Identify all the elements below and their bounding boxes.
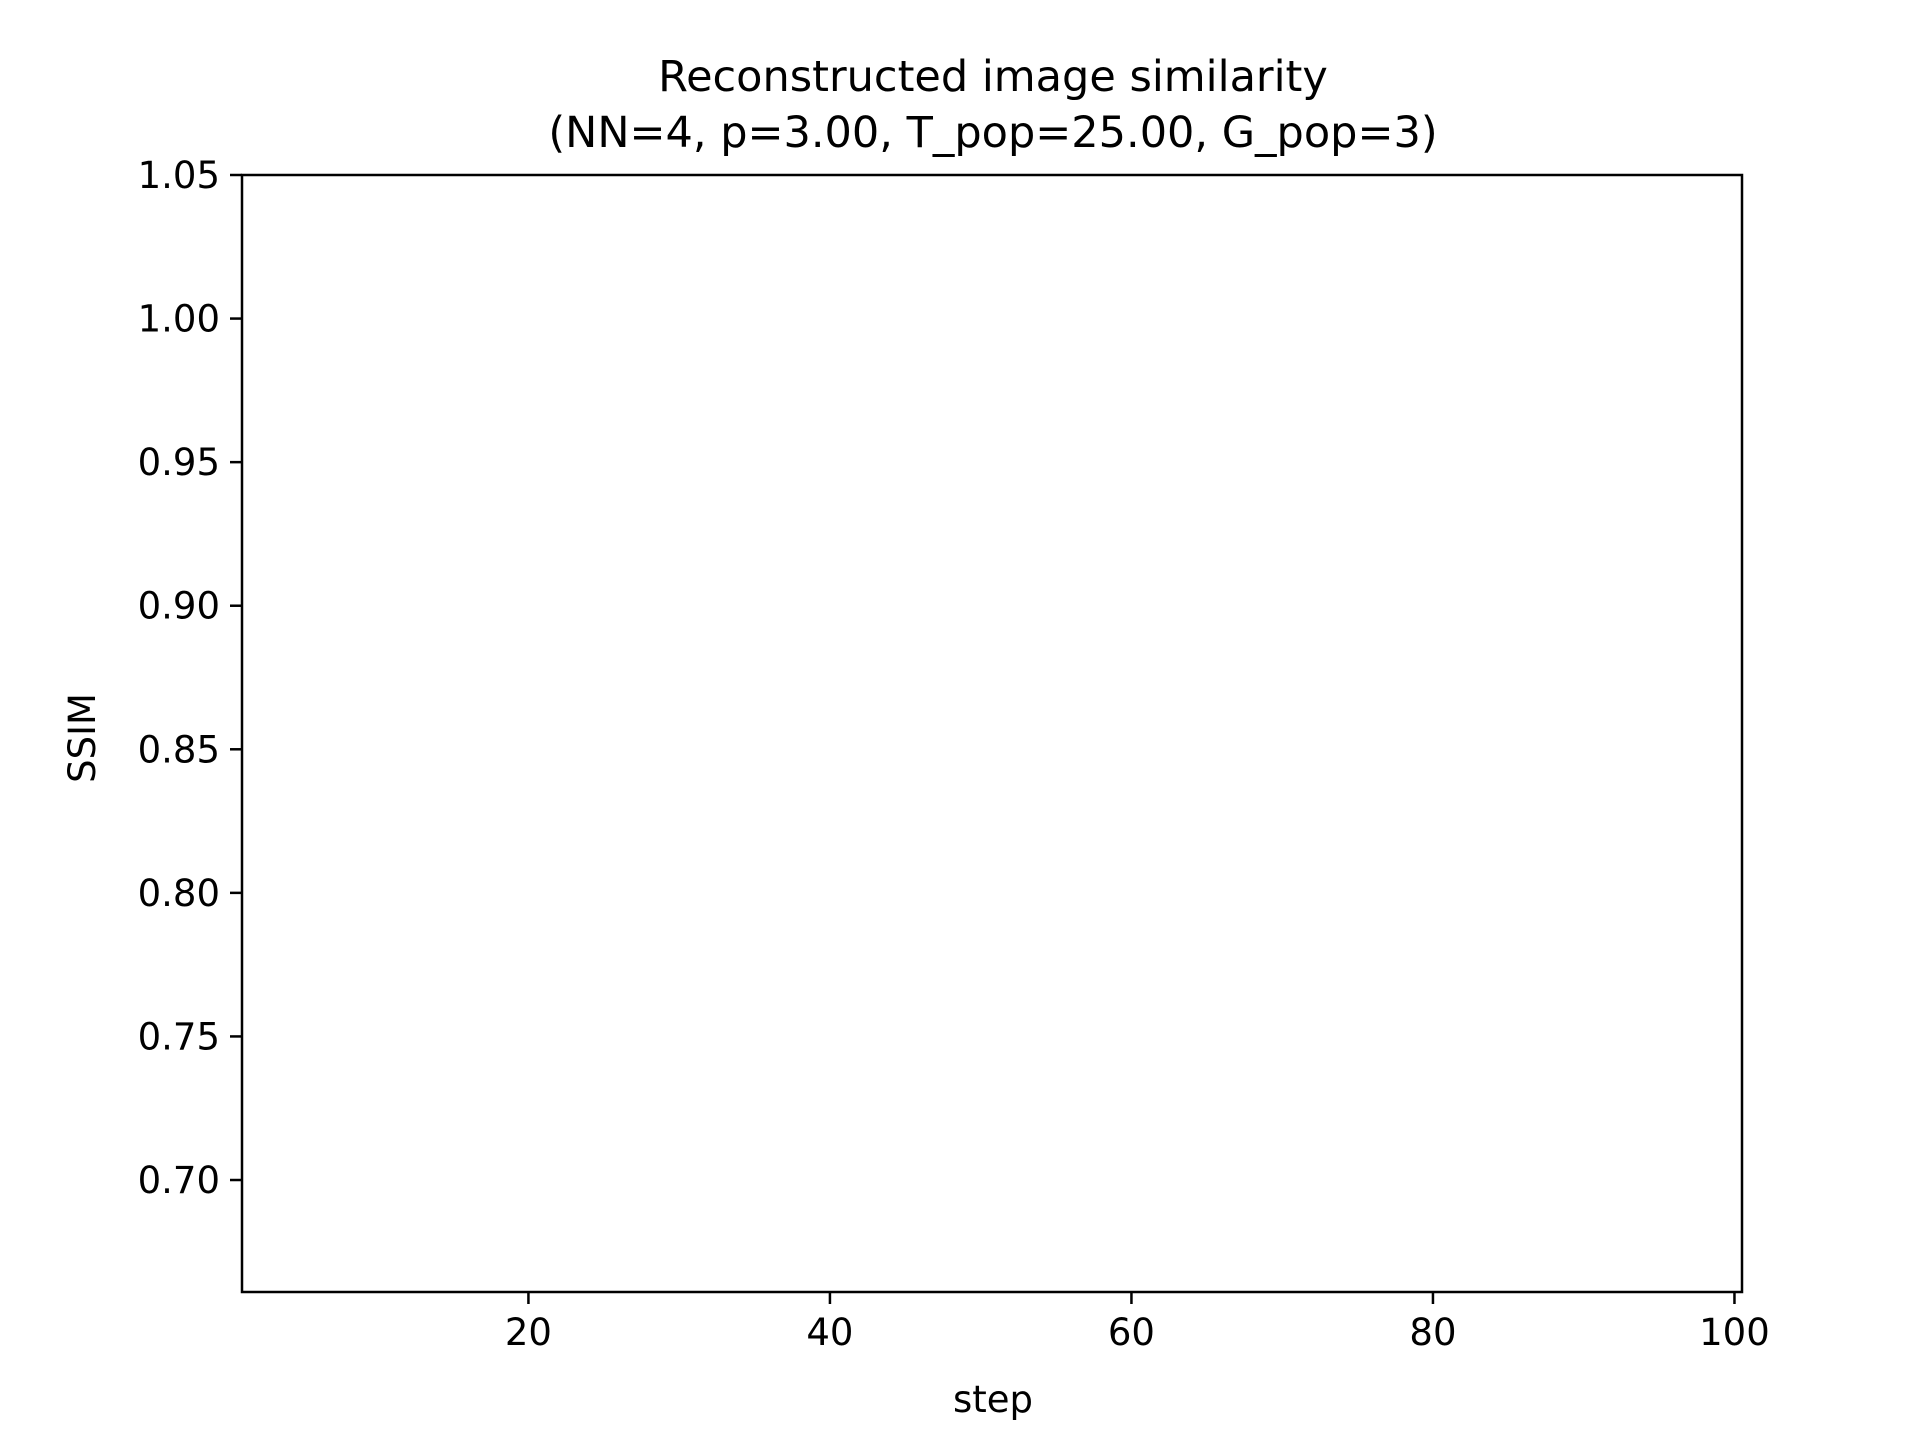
x-tick-label: 100 [1699,1311,1770,1354]
x-axis-ticks: 20 40 60 80 100 [505,1292,1770,1354]
y-tick-label: 0.70 [138,1159,220,1202]
y-tick-label: 1.00 [138,298,220,341]
chart-title: Reconstructed image similarity [658,52,1328,102]
y-axis-ticks: 0.70 0.75 0.80 0.85 0.90 0.95 1.00 1.05 [138,154,242,1202]
y-axis-label: SSIM [61,693,104,783]
y-tick-label: 1.05 [138,154,220,197]
y-tick-label: 0.85 [138,728,220,771]
y-tick-label: 0.90 [138,585,220,628]
x-tick-label: 60 [1108,1311,1155,1354]
x-axis-label: step [953,1378,1033,1421]
x-tick-label: 20 [505,1311,552,1354]
x-tick-label: 40 [806,1311,853,1354]
y-tick-label: 0.80 [138,872,220,915]
y-tick-label: 0.75 [138,1015,220,1058]
axes-frame [240,173,1744,1294]
x-tick-label: 80 [1409,1311,1456,1354]
chart-subtitle: (NN=4, p=3.00, T_pop=25.00, G_pop=3) [548,108,1437,158]
y-tick-label: 0.95 [138,441,220,484]
